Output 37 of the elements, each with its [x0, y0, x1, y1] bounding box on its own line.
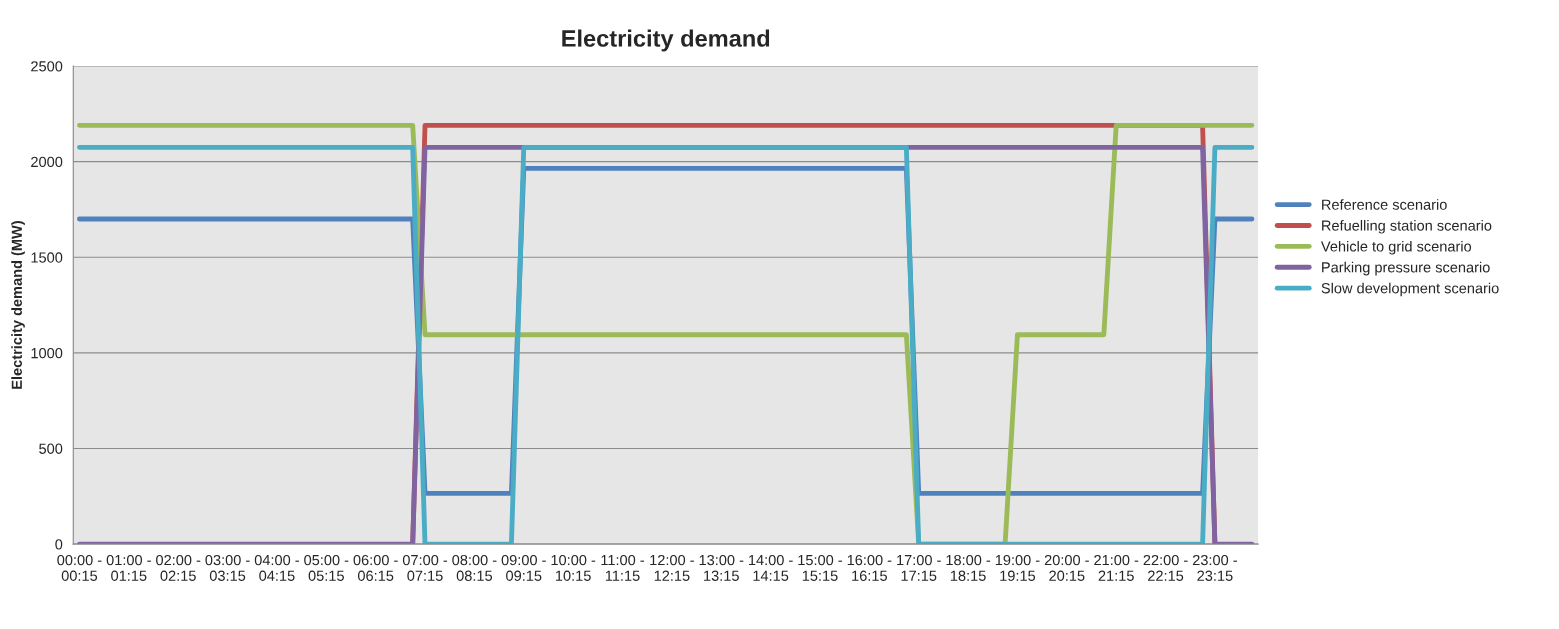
x-tick-label: 07:00 - 07:15	[402, 554, 448, 581]
x-tick-label: 16:00 - 16:15	[847, 554, 892, 581]
x-tick-label: 10:00 - 10:15	[551, 554, 596, 581]
x-tick-label: 12:00 - 12:15	[650, 554, 694, 581]
x-tick-label: 09:00 - 09:15	[501, 554, 546, 581]
legend-label: Refuelling station scenario	[1322, 220, 1492, 234]
x-tick-label: 08:00 - 08:15	[452, 554, 497, 581]
legend-label: Reference scenario	[1322, 199, 1447, 210]
x-tick-label: 06:00 - 06:15	[353, 554, 398, 581]
chart-title: Electricity demand	[562, 29, 770, 52]
x-tick-label: 05:00 - 05:15	[304, 554, 349, 581]
x-tick-label: 02:00 - 02:15	[156, 554, 201, 581]
y-tick-label: 2500	[31, 61, 63, 72]
x-tick-label: 23:00 - 23:15	[1192, 554, 1237, 581]
y-tick-label: 500	[39, 443, 63, 454]
x-tick-label: 00:00 - 00:15	[57, 554, 102, 581]
x-tick-label: 22:00 - 22:15	[1143, 554, 1188, 581]
x-tick-label: 18:00 - 18:15	[946, 554, 991, 581]
y-tick-label: 1500	[31, 252, 63, 263]
legend-label: Slow development scenario	[1321, 282, 1499, 297]
x-tick-label: 17:00 - 17:15	[897, 554, 941, 581]
y-tick-label: 0	[55, 539, 63, 550]
y-tick-label: 1000	[31, 347, 63, 359]
x-tick-label: 11:00 - 11:15	[601, 554, 645, 581]
x-tick-label: 19:00 - 19:15	[995, 554, 1040, 581]
x-tick-label: 13:00 - 13:15	[699, 554, 744, 581]
legend-label: Parking pressure scenario	[1322, 261, 1490, 276]
y-axis-title: Electricity demand (MW)	[11, 221, 25, 389]
x-tick-label: 01:00 - 01:15	[106, 554, 151, 581]
x-tick-label: 21:00 - 21:15	[1094, 554, 1139, 581]
x-tick-label: 14:00 - 14:15	[749, 554, 793, 581]
legend-label: Vehicle to grid scenario	[1320, 240, 1472, 255]
x-tick-label: 20:00 - 20:15	[1044, 554, 1089, 581]
y-tick-label: 2000	[31, 156, 63, 168]
x-tick-label: 03:00 - 03:15	[205, 554, 250, 581]
x-tick-label: 04:00 - 04:15	[254, 554, 299, 581]
x-tick-label: 15:00 - 15:15	[798, 554, 843, 581]
